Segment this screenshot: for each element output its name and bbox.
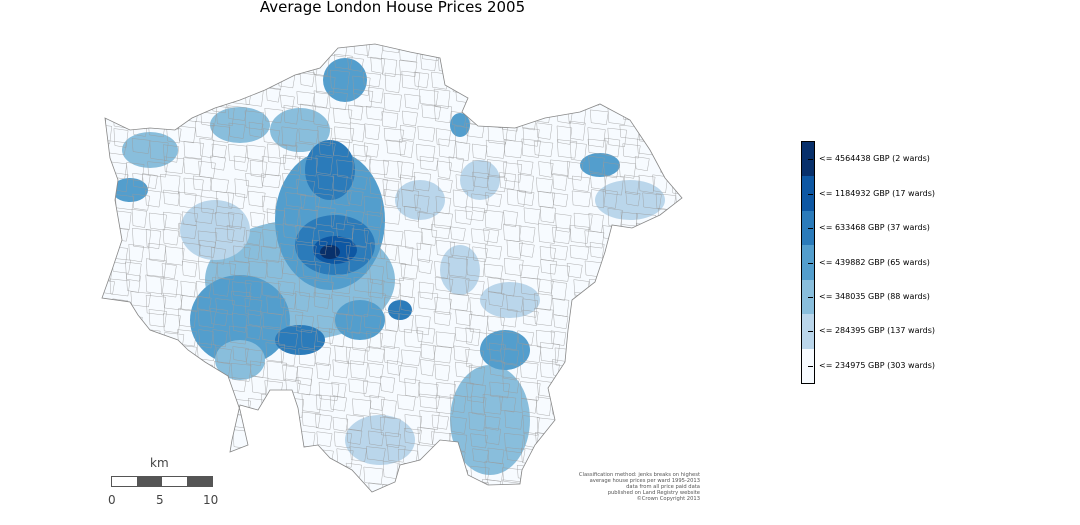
scale-label-10: 10 bbox=[203, 493, 219, 507]
legend-swatch-6 bbox=[802, 314, 814, 349]
legend-swatch-5 bbox=[802, 279, 814, 315]
london-ward-map bbox=[101, 43, 683, 493]
legend-tick bbox=[808, 193, 813, 195]
scale-bar-graphic bbox=[111, 476, 213, 487]
legend-label-3: <= 633468 GBP (37 wards) bbox=[819, 223, 930, 233]
legend-label-6: <= 284395 GBP (137 wards) bbox=[819, 326, 935, 336]
legend-tick bbox=[808, 159, 813, 161]
legend-swatch-3 bbox=[802, 210, 814, 246]
scale-unit-label: km bbox=[150, 456, 169, 470]
credits-line-4: published on Land Registry website bbox=[607, 490, 700, 496]
legend-tick bbox=[808, 331, 813, 333]
legend-swatch-4 bbox=[802, 245, 814, 280]
scale-label-0: 0 bbox=[108, 493, 116, 507]
legend-tick bbox=[808, 365, 813, 367]
legend-label-2: <= 1184932 GBP (17 wards) bbox=[819, 188, 935, 198]
credits-line-5: ©Crown Copyright 2013 bbox=[636, 496, 700, 502]
legend-label-5: <= 348035 GBP (88 wards) bbox=[819, 291, 930, 301]
legend-tick bbox=[808, 296, 813, 298]
legend-colorbar bbox=[801, 141, 815, 384]
map-title: Average London House Prices 2005 bbox=[259, 0, 526, 16]
credits-line-1: Classification method: jenks breaks on h… bbox=[578, 472, 700, 478]
credits-line-3: data from all price paid data bbox=[626, 484, 700, 490]
legend-label-7: <= 234975 GBP (303 wards) bbox=[819, 360, 935, 370]
legend-swatch-2 bbox=[802, 176, 814, 211]
legend-tick bbox=[808, 262, 813, 264]
legend-swatch-7 bbox=[802, 348, 814, 383]
scale-label-5: 5 bbox=[156, 493, 164, 507]
credits-text: Classification method: jenks breaks on h… bbox=[540, 472, 700, 502]
legend-label-1: <= 4564438 GBP (2 wards) bbox=[819, 154, 930, 164]
scale-bar: km 0 5 10 bbox=[100, 455, 230, 515]
credits-line-2: average house prices per ward 1995-2013 bbox=[589, 478, 700, 484]
legend-tick bbox=[808, 228, 813, 230]
legend-label-4: <= 439882 GBP (65 wards) bbox=[819, 257, 930, 267]
